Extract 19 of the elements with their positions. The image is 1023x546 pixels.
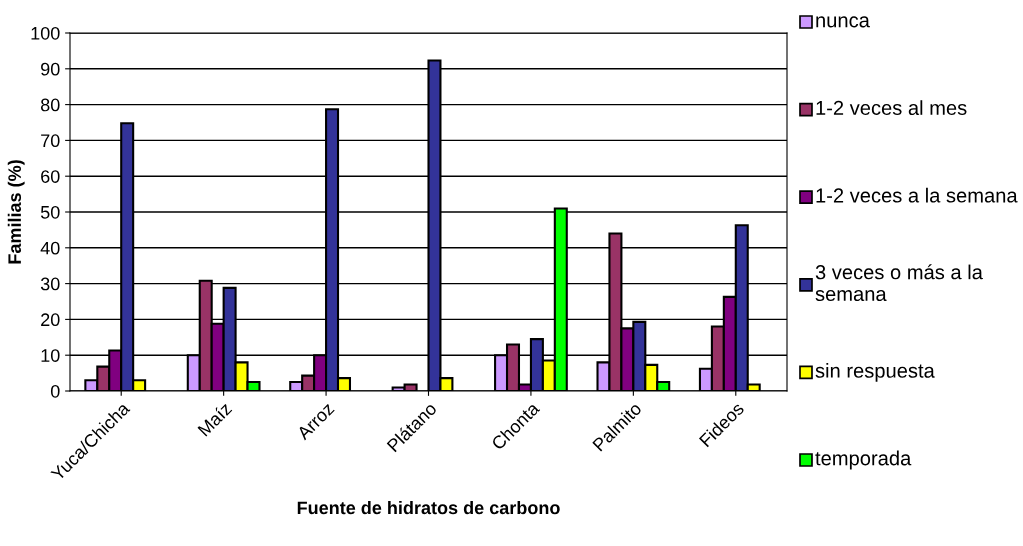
y-tick-label: 70 (41, 134, 60, 148)
y-tick-label: 40 (40, 241, 60, 255)
y-tick-label: 100 (31, 26, 60, 40)
y-tick-label: 60 (41, 170, 60, 183)
y-tick-label: 10 (41, 349, 60, 362)
y-tick-label: 30 (40, 277, 60, 291)
y-tick-label: 20 (41, 313, 60, 327)
legend-label: sin respuesta (815, 363, 935, 382)
legend-label: 3 veces o más a la semana (815, 264, 983, 302)
y-tick-label: 80 (40, 98, 60, 112)
y-axis-title: Familias (%) (7, 160, 25, 264)
legend-label: 1-2 veces a la semana (816, 187, 1018, 203)
legend-label: 1-2 veces al mes (816, 100, 967, 116)
y-tick-label: 50 (40, 205, 60, 219)
x-axis-title: Fuente de hidratos de carbono (297, 500, 560, 515)
legend-label: nunca (816, 16, 870, 28)
legend-label: temporada (815, 450, 912, 470)
y-tick-label: 0 (50, 384, 60, 398)
y-tick-label: 90 (41, 62, 60, 76)
